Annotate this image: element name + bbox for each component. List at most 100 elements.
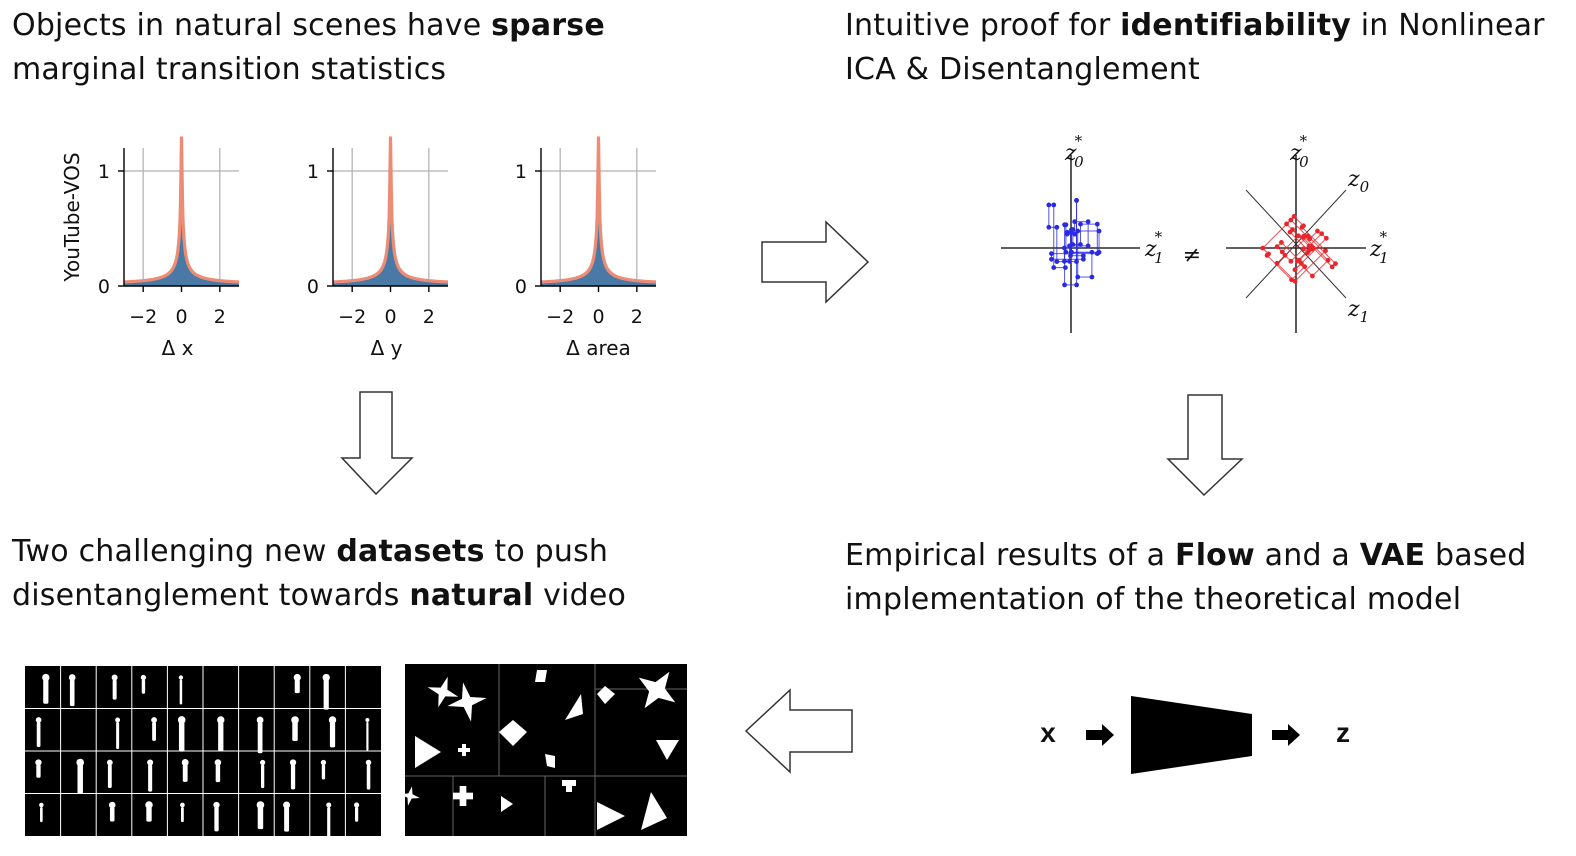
identifiability-scatter-diagram: ≠ z* 1 z* 0 z* 1 z* 0 z0 z1 (1001, 132, 1389, 333)
sprites-dataset (400, 664, 687, 836)
silhouette (322, 673, 330, 710)
sprite-triangle (565, 694, 583, 720)
silhouette (260, 759, 266, 789)
silhouette (214, 759, 222, 783)
transition-line (1291, 266, 1306, 281)
data-point (1074, 282, 1079, 288)
transition-line (1281, 242, 1300, 261)
silhouette-head (214, 759, 222, 766)
transition-line (1266, 255, 1292, 281)
silhouette (181, 759, 189, 782)
sprite-star (427, 676, 459, 708)
silhouette (39, 802, 44, 823)
silhouette-head (256, 801, 265, 809)
heading-text: marginal transition statistics (12, 52, 447, 87)
axis-z1-rotated (1245, 189, 1347, 299)
scatter-left: z* 1 z* 0 (1001, 132, 1164, 333)
silhouette (76, 758, 85, 794)
sprite-star (638, 671, 676, 709)
silhouette (180, 802, 185, 823)
silhouette-head (365, 759, 372, 766)
sprite-triangle (656, 740, 679, 760)
silhouette-head (140, 674, 147, 681)
x-axis-label: Δ area (566, 336, 631, 360)
dataset-thumbnails (25, 664, 687, 839)
x-tick-label: 2 (631, 306, 643, 328)
data-point (1049, 256, 1054, 262)
x-tick-label: −2 (129, 306, 157, 328)
silhouette-head (111, 674, 118, 681)
silhouette-body (257, 722, 263, 754)
silhouette (283, 801, 291, 832)
y-tick-label: 1 (307, 161, 319, 183)
data-point (1062, 265, 1068, 271)
arrow-left-icon (744, 688, 853, 774)
silhouette (115, 717, 121, 750)
silhouette-head (291, 716, 299, 724)
fit-curve (124, 136, 239, 284)
sprite-square (545, 754, 555, 768)
sprite-diamond (499, 720, 527, 746)
silhouette-head (115, 717, 121, 723)
silhouette (140, 674, 147, 694)
silhouette-head (151, 717, 157, 723)
silhouette-body (290, 764, 296, 790)
silhouette (354, 802, 360, 822)
silhouette (111, 674, 118, 700)
silhouette-body (329, 722, 336, 748)
silhouette (256, 716, 264, 754)
heading-text: in Nonlinear ICA & Disentanglement (845, 8, 1545, 87)
heading-text: Empirical results of a (845, 538, 1175, 573)
sprite-triangle (641, 792, 667, 830)
heading-text: Two challenging new (12, 534, 337, 569)
scatter-right: z* 1 z* 0 z0 z1 (1226, 132, 1389, 333)
silhouette-head (35, 759, 42, 766)
axis-label-z0-rotated: z0 (1347, 167, 1370, 196)
silhouette-head (260, 759, 266, 766)
silhouette (106, 759, 113, 789)
heading-text: and a (1254, 538, 1360, 573)
silhouette (177, 716, 186, 752)
axis-label-z1-star: z* 1 (1144, 228, 1164, 267)
transition-line (1301, 226, 1326, 252)
silhouette-body (284, 807, 290, 832)
transition-line (1286, 223, 1299, 237)
output-variable-label: z (1336, 717, 1350, 748)
sprite-square (535, 670, 547, 682)
silhouette-body (294, 679, 300, 694)
x-tick-label: 0 (384, 306, 396, 328)
arrow-down-icon (340, 391, 414, 496)
heading-text: Objects in natural scenes have (12, 8, 492, 43)
silhouette-head (322, 673, 330, 682)
x-tick-label: 2 (214, 306, 226, 328)
y-axis-label: YouTube-VOS (60, 152, 84, 282)
silhouette (42, 673, 50, 704)
silhouette-body (178, 722, 185, 752)
silhouette-head (39, 802, 44, 808)
x-tick-label: 0 (175, 306, 187, 328)
silhouette-body (148, 764, 153, 792)
silhouette (68, 674, 76, 707)
silhouette-body (116, 722, 120, 750)
silhouette-head (177, 716, 186, 724)
heading-bold-text: datasets (336, 534, 485, 569)
silhouette-head (354, 802, 360, 808)
silhouette-head (180, 802, 185, 808)
silhouette (256, 801, 265, 830)
heading-empirical-results: Empirical results of a Flow and a VAE ba… (845, 534, 1575, 622)
silhouette-body (112, 679, 117, 700)
heading-datasets: Two challenging new datasets to push dis… (12, 530, 732, 618)
sprite-triangle (415, 736, 441, 768)
heading-bold-text: Flow (1175, 538, 1255, 573)
silhouette (145, 801, 153, 822)
silhouette (365, 759, 372, 790)
transition-line (1290, 248, 1304, 262)
chart-panel: 0 1 −2 0 2 Δ x YouTube-VOS (60, 136, 239, 360)
silhouette-head (320, 759, 327, 766)
axis-label-z1-rotated: z1 (1347, 297, 1369, 326)
youtube-vos-masks (25, 666, 381, 839)
data-point (1315, 228, 1320, 234)
silhouette-head (181, 759, 189, 766)
silhouette-body (292, 722, 298, 741)
